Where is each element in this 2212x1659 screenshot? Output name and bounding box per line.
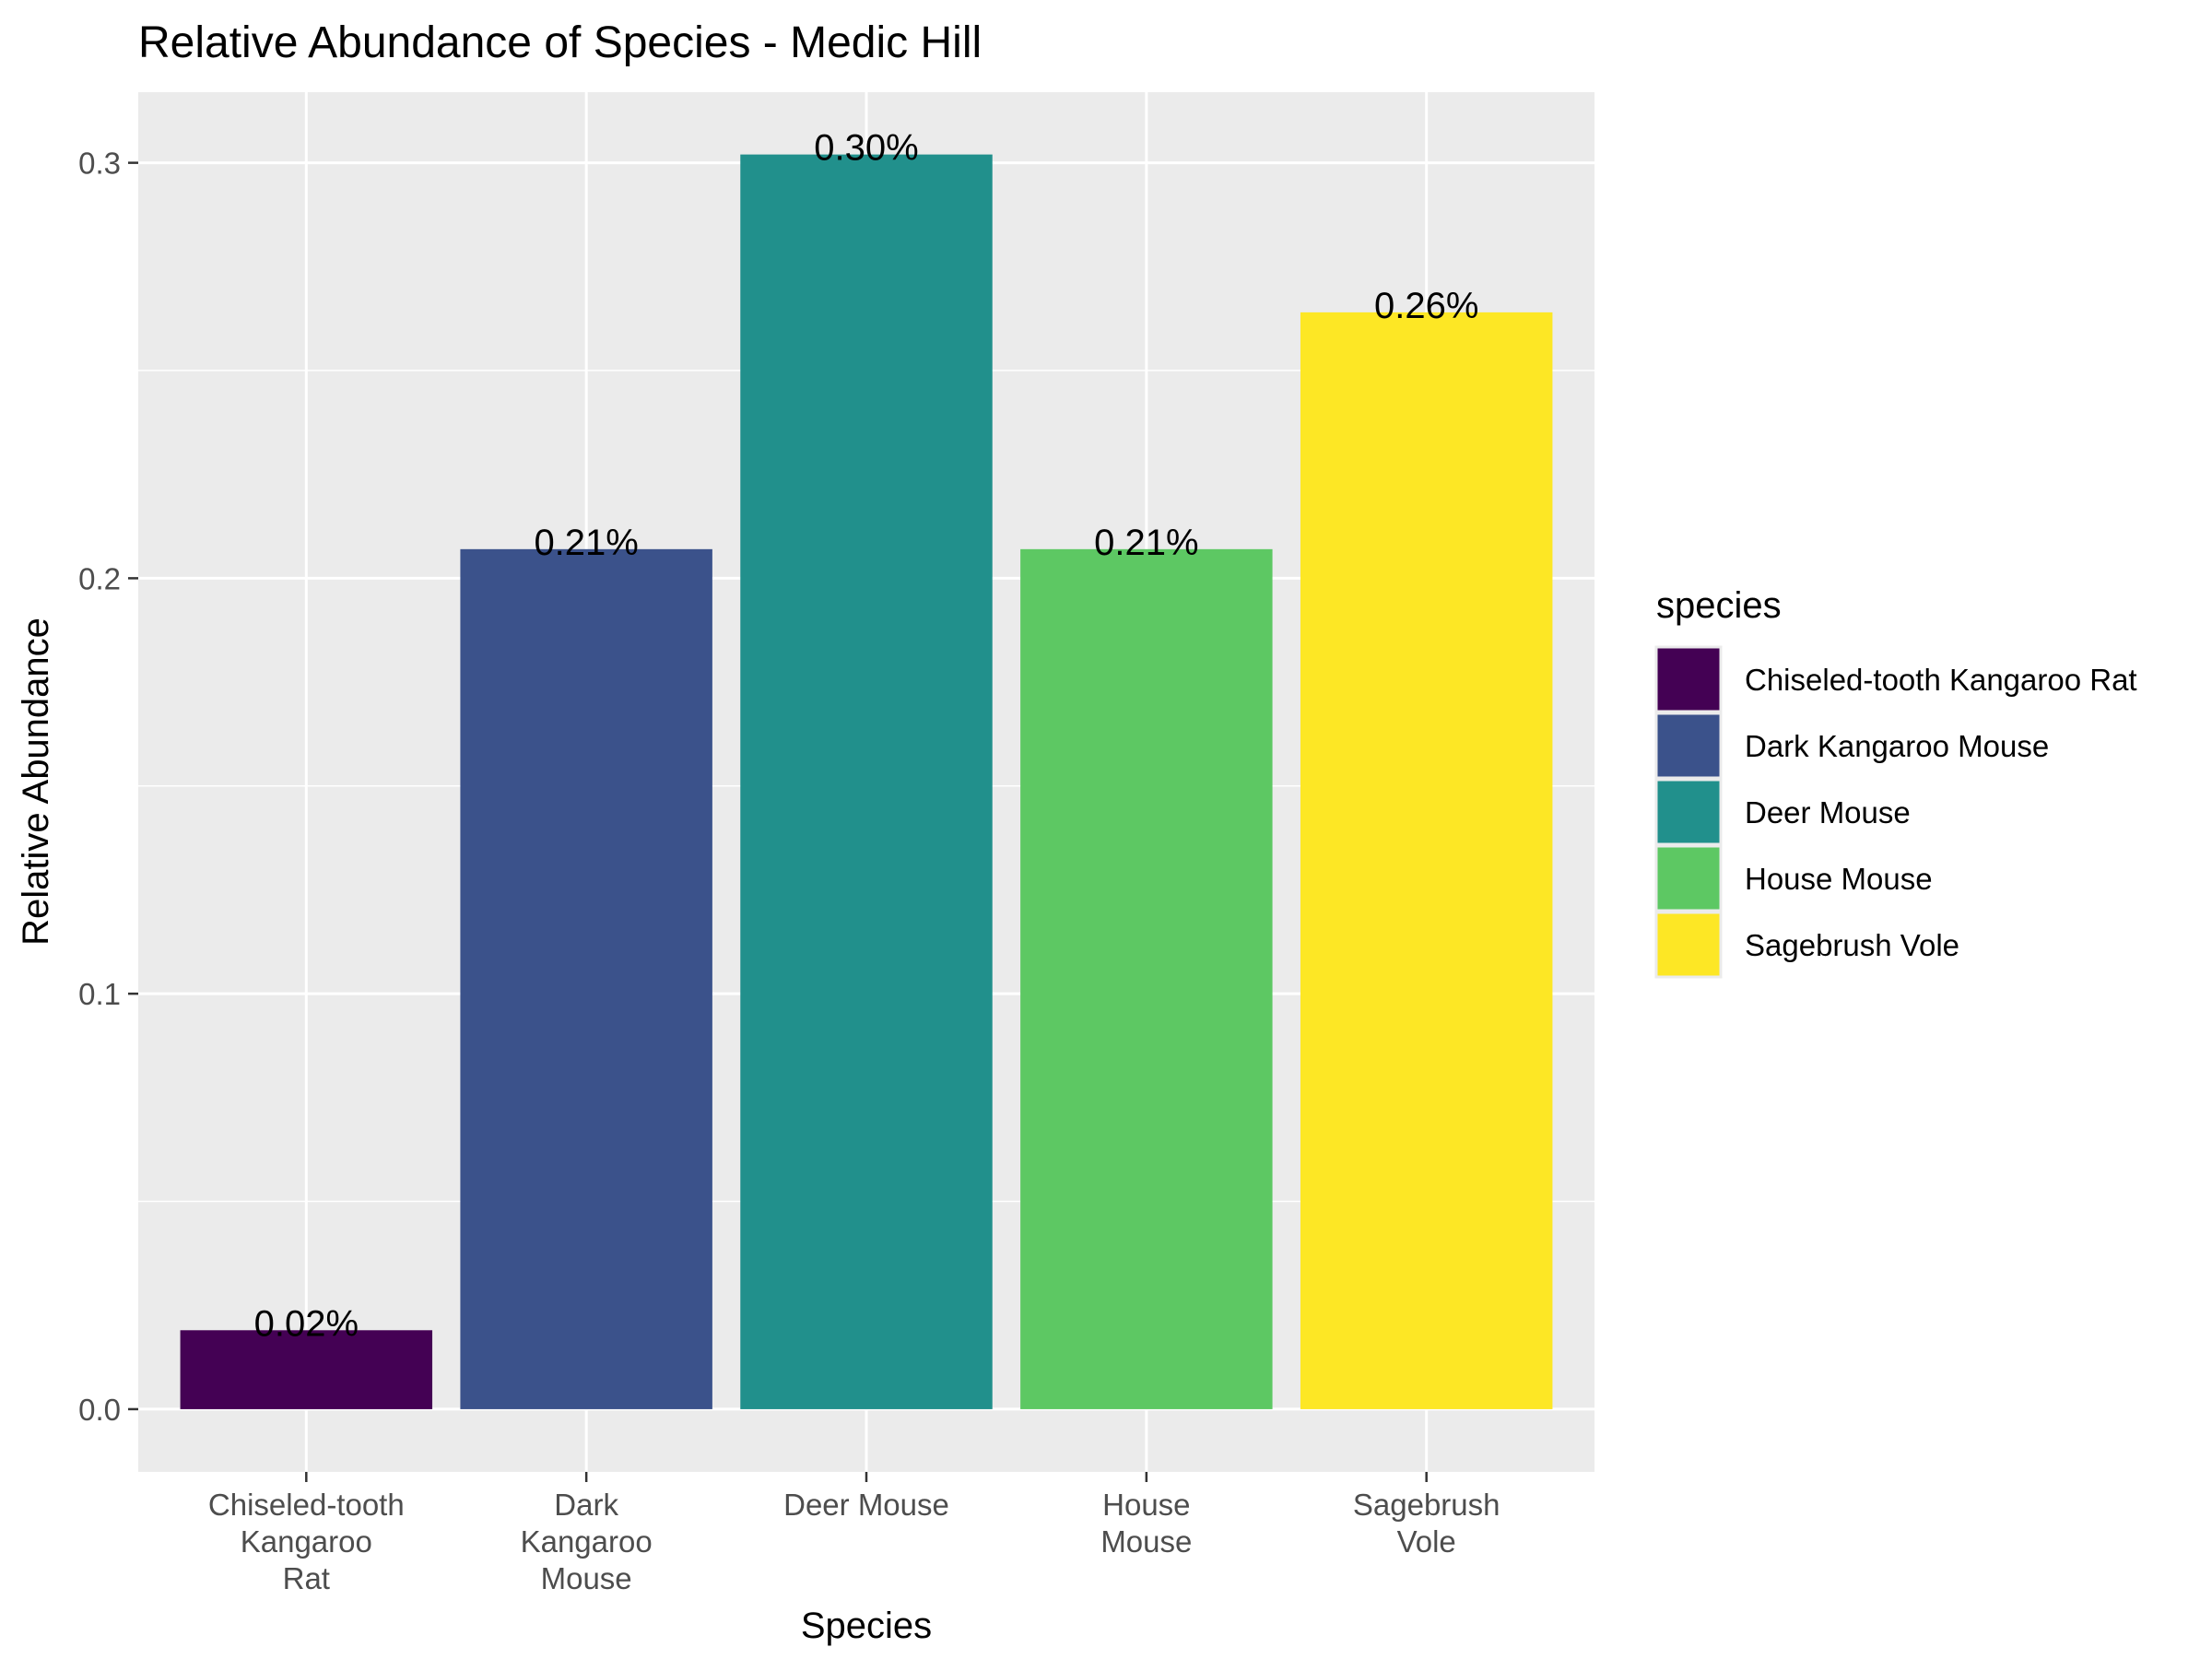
y-tick-label: 0.3 <box>78 147 121 181</box>
x-tick-label: Sagebrush Vole <box>1353 1488 1500 1559</box>
bars <box>180 154 1553 1409</box>
legend: species Chiseled-tooth Kangaroo Rat Dark … <box>1654 585 2137 979</box>
data-label: 0.02% <box>254 1303 359 1344</box>
bar <box>1020 548 1273 1409</box>
bar <box>180 1330 433 1409</box>
legend-key <box>1654 778 1723 846</box>
x-axis-title: Species <box>801 1606 932 1646</box>
data-label: 0.21% <box>534 523 638 563</box>
x-tick-label-line: Kangaroo <box>521 1524 653 1559</box>
chart-title: Relative Abundance of Species - Medic Hi… <box>138 18 982 67</box>
x-tick-label-line: Dark <box>554 1488 618 1522</box>
legend-items: Chiseled-tooth Kangaroo Rat Dark Kangaroo… <box>1654 645 2137 979</box>
legend-title: species <box>1656 585 1782 626</box>
legend-label: House Mouse <box>1745 862 1933 896</box>
x-tick-label-line: Kangaroo <box>241 1524 372 1559</box>
y-tick-label: 0.1 <box>78 977 121 1011</box>
data-label: 0.30% <box>814 128 918 169</box>
y-axis: 0.0 0.1 0.2 0.3 <box>78 147 138 1427</box>
y-tick-label: 0.2 <box>78 561 121 595</box>
bar <box>460 548 712 1409</box>
x-tick-label-line: Mouse <box>541 1561 632 1595</box>
legend-key <box>1654 712 1723 780</box>
legend-label: Sagebrush Vole <box>1745 928 1959 962</box>
x-tick-label-line: Vole <box>1397 1524 1456 1559</box>
x-tick-label-line: House <box>1102 1488 1190 1522</box>
x-tick-label: House Mouse <box>1100 1488 1192 1559</box>
data-labels: 0.02% 0.21% 0.30% 0.21% 0.26% <box>254 128 1479 1345</box>
x-tick-label: Dark Kangaroo Mouse <box>521 1488 653 1595</box>
bar <box>1300 312 1553 1409</box>
legend-key <box>1654 645 1723 713</box>
legend-label: Dark Kangaroo Mouse <box>1745 729 2049 763</box>
x-tick-label-line: Chiseled-tooth <box>208 1488 405 1522</box>
bar <box>740 154 993 1409</box>
legend-key <box>1654 911 1723 979</box>
x-tick-label: Chiseled-tooth Kangaroo Rat <box>208 1488 405 1595</box>
data-label: 0.21% <box>1094 523 1198 563</box>
x-tick-label: Deer Mouse <box>783 1488 949 1522</box>
y-axis-title: Relative Abundance <box>16 618 56 946</box>
x-tick-label-line: Sagebrush <box>1353 1488 1500 1522</box>
x-tick-label-line: Deer Mouse <box>783 1488 949 1522</box>
legend-key <box>1654 844 1723 912</box>
legend-label: Chiseled-tooth Kangaroo Rat <box>1745 663 2137 697</box>
y-tick-label: 0.0 <box>78 1393 121 1427</box>
x-tick-label-line: Mouse <box>1100 1524 1192 1559</box>
data-label: 0.26% <box>1374 286 1478 326</box>
legend-label: Deer Mouse <box>1745 795 1911 830</box>
x-tick-label-line: Rat <box>283 1561 330 1595</box>
